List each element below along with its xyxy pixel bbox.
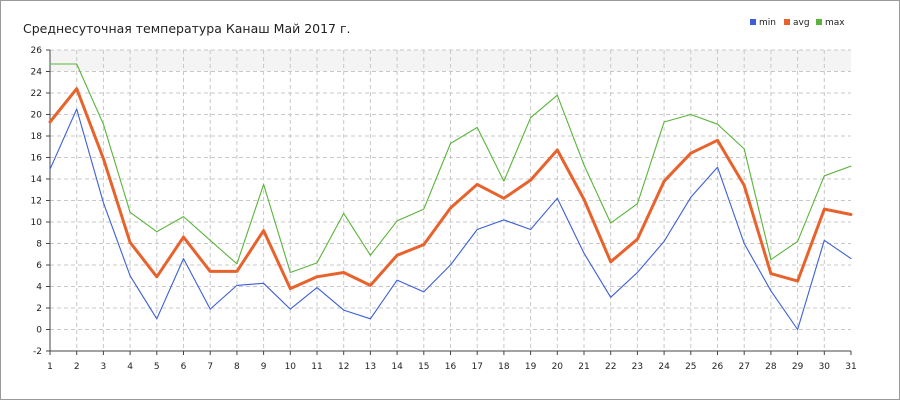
x-tick-label: 9 — [261, 362, 267, 372]
series-layer — [48, 63, 853, 331]
y-tick-label: 10 — [31, 218, 43, 228]
y-tick-label: 4 — [36, 283, 42, 293]
x-tick-label: 4 — [127, 362, 133, 372]
legend: min avg max — [750, 18, 845, 28]
x-tick-label: 29 — [792, 362, 804, 372]
x-tick-label: 25 — [685, 362, 696, 372]
legend-swatch-max — [816, 19, 822, 25]
y-tick-label: 0 — [36, 326, 42, 336]
x-tick-label: 8 — [234, 362, 240, 372]
chart-title: Среднесуточная температура Канаш Май 201… — [23, 21, 351, 36]
x-tick-label: 6 — [181, 362, 187, 372]
x-tick-label: 17 — [471, 362, 482, 372]
x-tick-label: 18 — [498, 362, 510, 372]
legend-swatch-min — [750, 19, 756, 25]
legend-label-max: max — [825, 18, 845, 28]
y-tick-label: 6 — [36, 261, 42, 271]
x-tick-label: 20 — [552, 362, 564, 372]
x-tick-label: 14 — [391, 362, 403, 372]
x-tick-label: 11 — [311, 362, 322, 372]
x-tick-label: 26 — [712, 362, 724, 372]
x-tick-label: 21 — [578, 362, 589, 372]
x-tick-label: 1 — [47, 362, 53, 372]
x-tick-label: 28 — [765, 362, 777, 372]
y-tick-label: 16 — [31, 154, 43, 164]
y-tick-label: -2 — [33, 347, 42, 357]
x-tick-label: 19 — [525, 362, 537, 372]
grid-layer — [50, 49, 851, 351]
x-tick-label: 31 — [845, 362, 856, 372]
y-tick-label: 2 — [36, 304, 42, 314]
axis-layer — [46, 49, 852, 355]
x-tick-label: 23 — [632, 362, 643, 372]
legend-label-min: min — [759, 18, 776, 28]
y-tick-label: 18 — [31, 132, 43, 142]
series-line-max — [49, 63, 852, 274]
y-tick-label: 14 — [31, 175, 43, 185]
y-tick-label: 8 — [36, 240, 42, 250]
legend-swatch-avg — [784, 19, 790, 25]
x-tick-label: 22 — [605, 362, 616, 372]
y-tick-label: 24 — [31, 68, 43, 78]
y-tick-label: 26 — [31, 46, 43, 56]
x-tick-label: 27 — [738, 362, 749, 372]
x-tick-label: 10 — [285, 362, 297, 372]
x-tick-label: 13 — [365, 362, 376, 372]
y-tick-label: 20 — [31, 111, 43, 121]
y-tick-label: 22 — [31, 89, 42, 99]
x-tick-label: 30 — [819, 362, 831, 372]
x-tick-label: 24 — [658, 362, 670, 372]
x-tick-label: 7 — [207, 362, 213, 372]
x-tick-label: 16 — [445, 362, 457, 372]
x-tick-label: 2 — [74, 362, 80, 372]
x-tick-label: 3 — [101, 362, 107, 372]
series-line-min — [49, 108, 852, 331]
x-tick-label: 12 — [338, 362, 349, 372]
legend-label-avg: avg — [793, 18, 810, 28]
x-tick-label: 5 — [154, 362, 160, 372]
y-tick-label: 12 — [31, 197, 42, 207]
x-tick-label: 15 — [418, 362, 429, 372]
series-line-avg — [48, 87, 853, 291]
